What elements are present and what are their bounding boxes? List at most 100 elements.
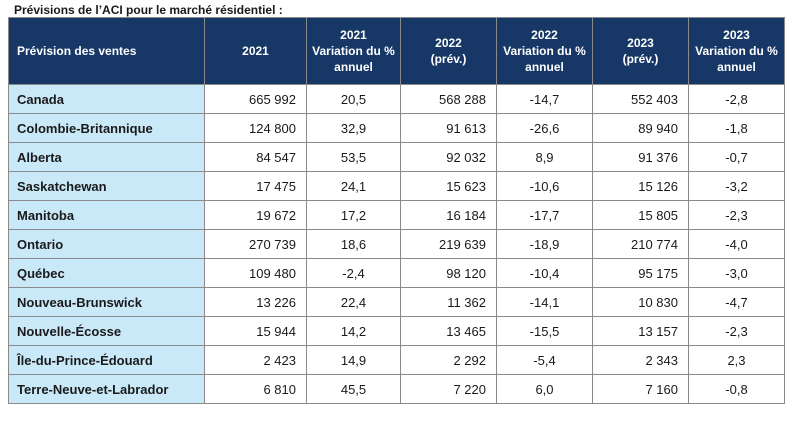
header-cell-2023-change: 2023 Variation du % annuel	[688, 17, 785, 85]
table-row: Québec 109 480 -2,4 98 120 -10,4 95 175 -3,0	[8, 258, 785, 288]
region-cell: Alberta	[8, 142, 205, 172]
region-cell: Ontario	[8, 229, 205, 259]
change-2022-cell: -14,7	[496, 84, 593, 114]
header-line: Prévision des ventes	[17, 44, 137, 58]
sales-2023-cell: 210 774	[592, 229, 689, 259]
header-line: 2023	[627, 36, 654, 50]
sales-2021-cell: 6 810	[204, 374, 307, 404]
sales-2022-cell: 219 639	[400, 229, 497, 259]
table-row: Canada 665 992 20,5 568 288 -14,7 552 403 -2,8	[8, 84, 785, 114]
sales-2023-cell: 95 175	[592, 258, 689, 288]
region-cell: Saskatchewan	[8, 171, 205, 201]
change-2022-cell: -14,1	[496, 287, 593, 317]
region-cell: Colombie-Britannique	[8, 113, 205, 143]
change-2022-cell: 6,0	[496, 374, 593, 404]
sales-2023-cell: 552 403	[592, 84, 689, 114]
header-cell-2023: 2023 (prév.)	[592, 17, 689, 85]
header-line: Variation du %	[503, 44, 586, 58]
table-row: Manitoba 19 672 17,2 16 184 -17,7 15 805 -2,3	[8, 200, 785, 230]
change-2022-cell: -10,6	[496, 171, 593, 201]
sales-2021-cell: 13 226	[204, 287, 307, 317]
sales-2021-cell: 665 992	[204, 84, 307, 114]
sales-2021-cell: 17 475	[204, 171, 307, 201]
change-2023-cell: -2,3	[688, 200, 785, 230]
sales-2023-cell: 13 157	[592, 316, 689, 346]
header-line: (prév.)	[430, 52, 467, 66]
sales-2023-cell: 2 343	[592, 345, 689, 375]
sales-2022-cell: 568 288	[400, 84, 497, 114]
change-2021-cell: 18,6	[306, 229, 401, 259]
region-cell: Terre-Neuve-et-Labrador	[8, 374, 205, 404]
table-row: Colombie-Britannique 124 800 32,9 91 613 -26…	[8, 113, 785, 143]
region-cell: Canada	[8, 84, 205, 114]
header-line: 2021	[340, 28, 367, 42]
change-2023-cell: -3,2	[688, 171, 785, 201]
sales-2021-cell: 2 423	[204, 345, 307, 375]
sales-2023-cell: 15 126	[592, 171, 689, 201]
sales-2023-cell: 89 940	[592, 113, 689, 143]
change-2021-cell: 24,1	[306, 171, 401, 201]
sales-2022-cell: 91 613	[400, 113, 497, 143]
header-cell-2021-change: 2021 Variation du % annuel	[306, 17, 401, 85]
change-2021-cell: 32,9	[306, 113, 401, 143]
sales-2021-cell: 19 672	[204, 200, 307, 230]
region-cell: Nouvelle-Écosse	[8, 316, 205, 346]
change-2023-cell: -0,7	[688, 142, 785, 172]
header-line: 2022	[435, 36, 462, 50]
change-2021-cell: 53,5	[306, 142, 401, 172]
header-line: annuel	[525, 60, 564, 74]
change-2021-cell: 45,5	[306, 374, 401, 404]
sales-2022-cell: 13 465	[400, 316, 497, 346]
change-2023-cell: -4,7	[688, 287, 785, 317]
region-cell: Manitoba	[8, 200, 205, 230]
header-line: annuel	[334, 60, 373, 74]
change-2022-cell: -18,9	[496, 229, 593, 259]
header-line: Variation du %	[695, 44, 778, 58]
change-2022-cell: -5,4	[496, 345, 593, 375]
change-2023-cell: -3,0	[688, 258, 785, 288]
change-2023-cell: -4,0	[688, 229, 785, 259]
header-cell-2022-change: 2022 Variation du % annuel	[496, 17, 593, 85]
change-2021-cell: 17,2	[306, 200, 401, 230]
sales-2023-cell: 15 805	[592, 200, 689, 230]
sales-2023-cell: 10 830	[592, 287, 689, 317]
change-2021-cell: 14,9	[306, 345, 401, 375]
change-2022-cell: -17,7	[496, 200, 593, 230]
region-cell: Île-du-Prince-Édouard	[8, 345, 205, 375]
sales-2022-cell: 15 623	[400, 171, 497, 201]
change-2021-cell: 14,2	[306, 316, 401, 346]
change-2023-cell: 2,3	[688, 345, 785, 375]
sales-2023-cell: 91 376	[592, 142, 689, 172]
header-line: 2022	[531, 28, 558, 42]
change-2021-cell: 22,4	[306, 287, 401, 317]
sales-2021-cell: 109 480	[204, 258, 307, 288]
change-2021-cell: 20,5	[306, 84, 401, 114]
sales-2022-cell: 7 220	[400, 374, 497, 404]
header-line: 2021	[242, 44, 269, 58]
table-row: Île-du-Prince-Édouard 2 423 14,9 2 292 -5,4 2…	[8, 345, 785, 375]
change-2023-cell: -1,8	[688, 113, 785, 143]
sales-2022-cell: 92 032	[400, 142, 497, 172]
table-row: Terre-Neuve-et-Labrador 6 810 45,5 7 220 6,0…	[8, 374, 785, 404]
header-row: Prévision des ventes 2021 2021 Variation…	[8, 17, 785, 85]
change-2021-cell: -2,4	[306, 258, 401, 288]
change-2022-cell: 8,9	[496, 142, 593, 172]
change-2023-cell: -2,8	[688, 84, 785, 114]
change-2022-cell: -26,6	[496, 113, 593, 143]
header-cell-region: Prévision des ventes	[8, 17, 205, 85]
sales-2021-cell: 124 800	[204, 113, 307, 143]
table-caption: Prévisions de l’ACI pour le marché résid…	[14, 3, 283, 17]
sales-2021-cell: 84 547	[204, 142, 307, 172]
sales-2022-cell: 11 362	[400, 287, 497, 317]
sales-2022-cell: 16 184	[400, 200, 497, 230]
change-2022-cell: -10,4	[496, 258, 593, 288]
sales-2021-cell: 270 739	[204, 229, 307, 259]
housing-forecast-table: Prévision des ventes 2021 2021 Variation…	[8, 17, 785, 404]
header-line: 2023	[723, 28, 750, 42]
sales-2022-cell: 98 120	[400, 258, 497, 288]
header-line: Variation du %	[312, 44, 395, 58]
change-2022-cell: -15,5	[496, 316, 593, 346]
sales-2022-cell: 2 292	[400, 345, 497, 375]
table-body: Canada 665 992 20,5 568 288 -14,7 552 403 -2,8…	[8, 84, 785, 404]
change-2023-cell: -0,8	[688, 374, 785, 404]
